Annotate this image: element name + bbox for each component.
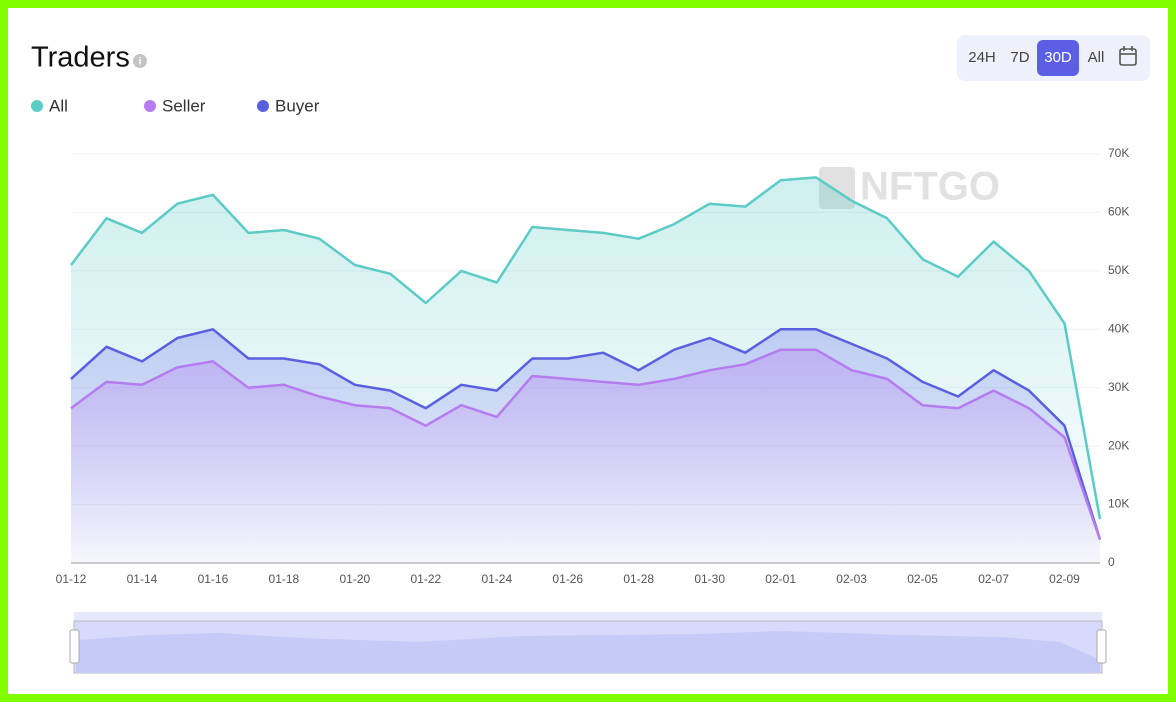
y-tick-label: 60K	[1108, 205, 1129, 219]
legend-label[interactable]: Buyer	[275, 96, 320, 115]
legend-marker[interactable]	[144, 100, 156, 112]
x-tick-label: 01-30	[694, 572, 725, 586]
x-tick-label: 01-28	[623, 572, 654, 586]
y-tick-label: 0	[1108, 555, 1115, 569]
x-tick-label: 02-05	[907, 572, 938, 586]
legend-marker[interactable]	[31, 100, 43, 112]
x-tick-label: 01-16	[198, 572, 229, 586]
y-tick-label: 40K	[1108, 321, 1129, 335]
x-tick-label: 02-07	[978, 572, 1009, 586]
series-line	[70, 328, 1102, 540]
y-tick-label: 20K	[1108, 438, 1129, 452]
series-line	[70, 176, 1102, 520]
range-button[interactable]: 24H	[968, 49, 996, 66]
range-button-active[interactable]	[1037, 40, 1079, 76]
range-button[interactable]: 7D	[1010, 49, 1029, 66]
x-tick-label: 02-03	[836, 572, 867, 586]
y-tick-label: 70K	[1108, 146, 1129, 160]
area-fill	[71, 349, 1100, 563]
series-line	[70, 348, 1102, 541]
legend-label[interactable]: All	[49, 96, 68, 115]
y-tick-label: 10K	[1108, 497, 1129, 511]
info-glyph: i	[139, 57, 142, 68]
watermark-text: NFTGO	[860, 165, 1000, 209]
x-tick-label: 01-22	[410, 572, 441, 586]
x-tick-label: 01-26	[552, 572, 583, 586]
y-tick-label: 50K	[1108, 263, 1129, 277]
range-buttons: 24H 7D 30D All	[968, 40, 1104, 76]
calendar-icon[interactable]	[1119, 46, 1137, 66]
x-tick-label: 01-12	[56, 572, 87, 586]
x-tick-label: 01-24	[481, 572, 512, 586]
legend-label[interactable]: Seller	[162, 96, 206, 115]
title: Traders	[31, 42, 130, 74]
x-tick-label: 01-14	[127, 572, 158, 586]
range-button[interactable]: All	[1088, 49, 1105, 66]
y-tick-label: 30K	[1108, 380, 1129, 394]
range-button[interactable]: 30D	[1044, 49, 1072, 66]
info-icon[interactable]	[133, 54, 147, 68]
legend-marker[interactable]	[257, 100, 269, 112]
zoom-slider[interactable]	[69, 612, 1107, 674]
x-tick-label: 02-01	[765, 572, 796, 586]
x-tick-label: 01-20	[340, 572, 371, 586]
x-tick-label: 02-09	[1049, 572, 1080, 586]
x-tick-label: 01-18	[269, 572, 300, 586]
